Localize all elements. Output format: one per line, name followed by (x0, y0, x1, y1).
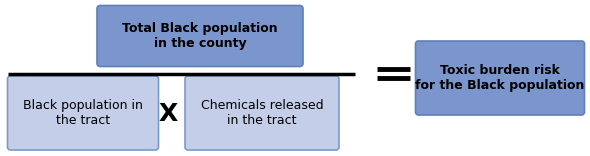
Text: Chemicals released
in the tract: Chemicals released in the tract (201, 99, 323, 127)
FancyBboxPatch shape (97, 5, 303, 66)
Text: Black population in
the tract: Black population in the tract (23, 99, 143, 127)
FancyBboxPatch shape (185, 76, 339, 150)
FancyBboxPatch shape (8, 76, 159, 150)
Text: X: X (158, 102, 178, 126)
Text: Total Black population
in the county: Total Black population in the county (122, 22, 278, 50)
FancyBboxPatch shape (415, 41, 585, 115)
Text: Toxic burden risk
for the Black population: Toxic burden risk for the Black populati… (415, 64, 585, 92)
